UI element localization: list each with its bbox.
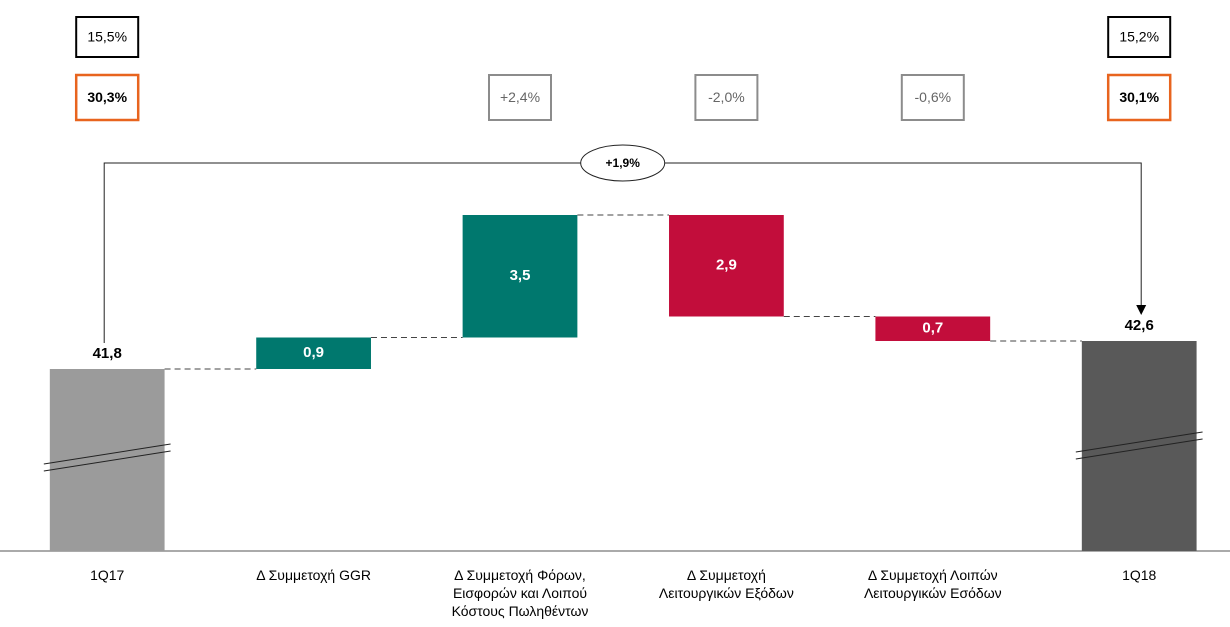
value-label: 42,6 bbox=[1125, 317, 1154, 334]
annotation-box bbox=[74, 73, 140, 122]
bar bbox=[1081, 341, 1197, 551]
value-label: 41,8 bbox=[93, 345, 122, 362]
annotation-label: 15,5% bbox=[87, 29, 127, 45]
bar bbox=[669, 215, 784, 317]
axis-break bbox=[1075, 438, 1203, 460]
arrow-head bbox=[1136, 305, 1147, 315]
axis-break bbox=[43, 450, 171, 472]
x-tick-label: Δ Συμμετοχή GGR bbox=[256, 567, 371, 583]
bar bbox=[875, 316, 991, 341]
x-tick-label: Δ Συμμετοχή Λοιπών Λειτουργικών Εσόδων bbox=[863, 567, 1002, 601]
bracket-oval bbox=[580, 144, 666, 182]
x-tick-label: 1Q17 bbox=[90, 567, 125, 583]
value-label: 2,9 bbox=[716, 257, 737, 274]
annotation-label: 30,3% bbox=[87, 89, 127, 105]
value-label: 3,5 bbox=[510, 267, 531, 284]
bar bbox=[256, 337, 371, 369]
x-tick-label: Δ Συμμετοχή Λειτουργικών Εξόδων bbox=[658, 567, 794, 601]
annotation-label: 15,2% bbox=[1119, 29, 1159, 45]
axis-break bbox=[1075, 431, 1203, 453]
annotation-label: +2,4% bbox=[500, 89, 540, 105]
annotation-box bbox=[1107, 16, 1172, 58]
annotation-box bbox=[694, 74, 759, 121]
annotation-label: -2,0% bbox=[708, 89, 745, 105]
value-label: 0,9 bbox=[303, 344, 324, 361]
bar bbox=[462, 215, 578, 338]
annotation-label: -0,6% bbox=[915, 89, 952, 105]
x-tick-label: Δ Συμμετοχή Φόρων, Εισφορών και Λοιπού Κ… bbox=[451, 567, 589, 619]
annotation-box bbox=[75, 16, 140, 58]
bracket bbox=[103, 162, 1142, 343]
annotation-label: 30,1% bbox=[1119, 89, 1159, 105]
axis-break bbox=[43, 443, 171, 465]
x-tick-label: 1Q18 bbox=[1122, 567, 1157, 583]
annotation-box bbox=[1106, 73, 1172, 122]
annotation-box bbox=[488, 74, 552, 121]
annotation-box bbox=[900, 74, 965, 121]
value-label: 0,7 bbox=[922, 320, 943, 337]
bracket-label: +1,9% bbox=[606, 156, 641, 170]
